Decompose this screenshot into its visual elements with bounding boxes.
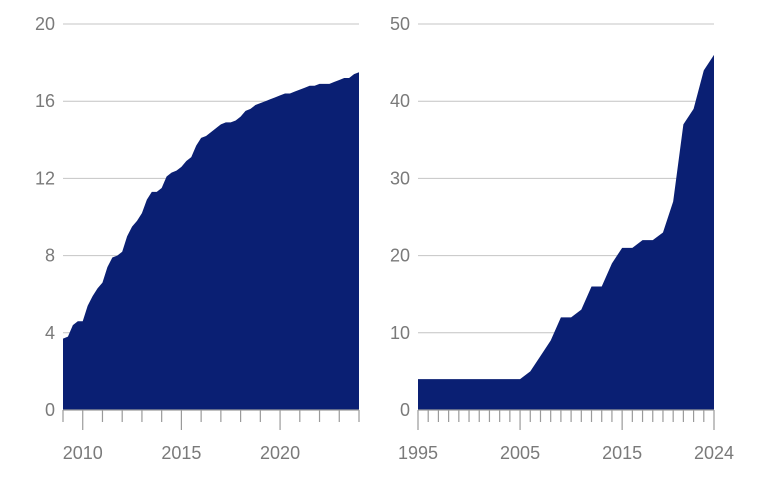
area-series <box>63 72 359 410</box>
x-tick-label: 2024 <box>694 443 734 463</box>
x-tick-label: 1995 <box>398 443 438 463</box>
left-area-chart: 0 4 8 12 16 20 2010 2015 2020 <box>35 14 360 463</box>
y-tick-label: 4 <box>45 323 55 343</box>
y-tick-label: 40 <box>390 91 410 111</box>
x-tick-label: 2010 <box>63 443 103 463</box>
y-tick-label: 16 <box>35 91 55 111</box>
y-tick-label: 0 <box>400 400 410 420</box>
y-tick-label: 20 <box>390 246 410 266</box>
x-tick-label: 2015 <box>161 443 201 463</box>
x-tick-label: 2015 <box>602 443 642 463</box>
x-tick-label: 2020 <box>260 443 300 463</box>
area-series <box>418 54 714 410</box>
right-area-chart: 0 10 20 30 40 50 1995 2005 2015 2024 <box>390 14 734 463</box>
y-tick-label: 0 <box>45 400 55 420</box>
y-tick-label: 30 <box>390 168 410 188</box>
y-tick-label: 8 <box>45 246 55 266</box>
y-tick-label: 50 <box>390 14 410 34</box>
x-tick-label: 2005 <box>500 443 540 463</box>
y-tick-label: 12 <box>35 168 55 188</box>
y-tick-label: 20 <box>35 14 55 34</box>
y-tick-label: 10 <box>390 323 410 343</box>
